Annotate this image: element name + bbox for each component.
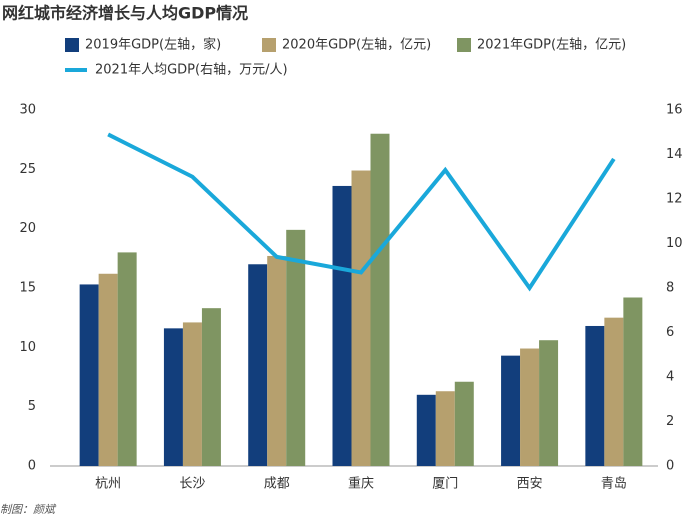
- legend-label: 2020年GDP(左轴，亿元): [282, 38, 431, 53]
- chart-title: 网红城市经济增长与人均GDP情况: [2, 4, 248, 23]
- y-tick-label: 5: [28, 399, 36, 414]
- y2-tick-label: 14: [666, 147, 683, 162]
- y2-tick-label: 6: [666, 325, 674, 340]
- y-tick-label: 10: [19, 340, 36, 355]
- bar: [370, 133, 390, 466]
- bar: [623, 297, 643, 466]
- y-tick-label: 20: [19, 221, 36, 236]
- y2-tick-label: 10: [666, 236, 683, 251]
- bar: [585, 325, 605, 466]
- bar: [416, 394, 436, 466]
- bar: [182, 322, 202, 466]
- y2-tick-label: 0: [666, 459, 674, 474]
- y2-tick-label: 12: [666, 192, 683, 207]
- legend-label: 2021年GDP(左轴，亿元): [477, 38, 626, 53]
- bar: [117, 252, 137, 466]
- legend-label: 2021年人均GDP(右轴，万元/人): [95, 63, 288, 78]
- bar: [98, 273, 118, 466]
- source: 制图：颜斌: [0, 503, 57, 516]
- y2-tick-label: 2: [666, 414, 674, 429]
- bar: [332, 185, 352, 467]
- line: [107, 132, 616, 292]
- y2-tick-label: 8: [666, 281, 674, 296]
- bar: [79, 284, 99, 466]
- bar: [201, 308, 221, 466]
- x-tick-label: 长沙: [179, 477, 205, 492]
- y-tick-label: 0: [28, 459, 36, 474]
- legend-swatch: [262, 38, 276, 52]
- bar: [501, 355, 521, 466]
- x-tick-label: 青岛: [601, 476, 627, 492]
- legend-label: 2019年GDP(左轴，家): [85, 37, 221, 53]
- bar: [248, 264, 268, 466]
- bar: [454, 381, 474, 466]
- x-tick-label: 西安: [517, 477, 543, 492]
- y-tick-label: 30: [19, 103, 36, 118]
- legend-swatch: [65, 38, 79, 52]
- legend-swatch: [457, 38, 471, 52]
- y-tick-label: 25: [19, 162, 36, 177]
- bar: [604, 317, 624, 466]
- bar: [267, 255, 287, 466]
- x-tick-label: 成都: [264, 477, 290, 492]
- bar: [163, 328, 183, 466]
- bar: [539, 340, 559, 466]
- bar: [351, 170, 371, 466]
- x-tick-label: 重庆: [348, 476, 374, 492]
- y2-tick-label: 16: [666, 103, 683, 118]
- y-tick-label: 15: [19, 281, 36, 296]
- x-tick-label: 杭州: [95, 477, 121, 492]
- bar: [435, 391, 455, 466]
- x-tick-label: 厦门: [432, 477, 458, 492]
- bar: [520, 348, 540, 466]
- y2-tick-label: 4: [666, 370, 674, 385]
- bar: [286, 229, 306, 466]
